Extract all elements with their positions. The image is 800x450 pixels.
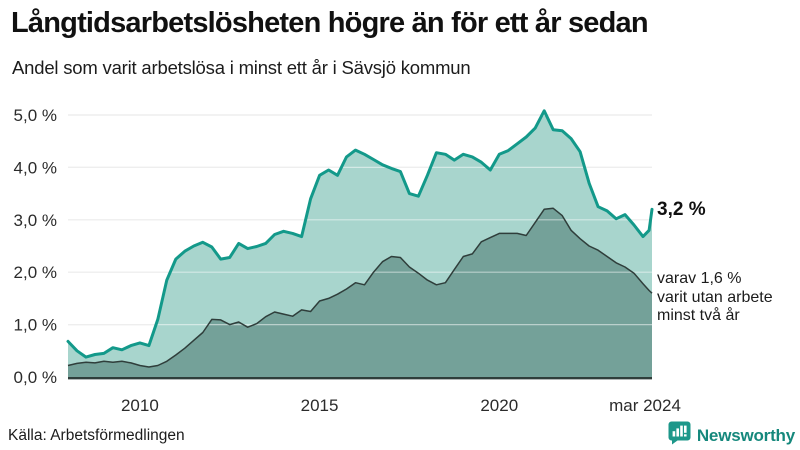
y-tick-label: 1,0 %: [14, 316, 57, 335]
latest-value-label: 3,2 %: [657, 199, 706, 220]
y-tick-label: 4,0 %: [14, 158, 57, 177]
area-min-two-years: [68, 208, 652, 377]
note-line-1: varav 1,6 %: [657, 270, 742, 287]
y-tick-label: 0,0 %: [14, 368, 57, 387]
x-tick-label: 2015: [301, 396, 339, 415]
x-tick-label: mar 2024: [609, 396, 681, 415]
x-tick-label: 2020: [480, 396, 518, 415]
note-line-3: minst två år: [657, 307, 740, 324]
newsworthy-brand-text: Newsworthy: [696, 425, 795, 445]
source-label: Källa: Arbetsförmedlingen: [8, 427, 185, 444]
newsworthy-brand: Newsworthy: [668, 421, 795, 450]
line-min-one-year: [66, 109, 654, 359]
y-tick-label: 3,0 %: [14, 211, 57, 230]
secondary-series-note: varav 1,6 % varit utan arbete minst två …: [657, 270, 773, 326]
y-tick-label: 5,0 %: [14, 106, 57, 125]
x-tick-label: 2010: [121, 396, 159, 415]
y-tick-label: 2,0 %: [14, 263, 57, 282]
line-min-two-years: [67, 207, 653, 368]
page-title: Långtidsarbetslösheten högre än för ett …: [11, 7, 649, 39]
newsworthy-logo-icon: [668, 421, 691, 450]
note-line-2: varit utan arbete: [657, 288, 773, 306]
page-subtitle: Andel som varit arbetslösa i minst ett å…: [12, 57, 471, 78]
